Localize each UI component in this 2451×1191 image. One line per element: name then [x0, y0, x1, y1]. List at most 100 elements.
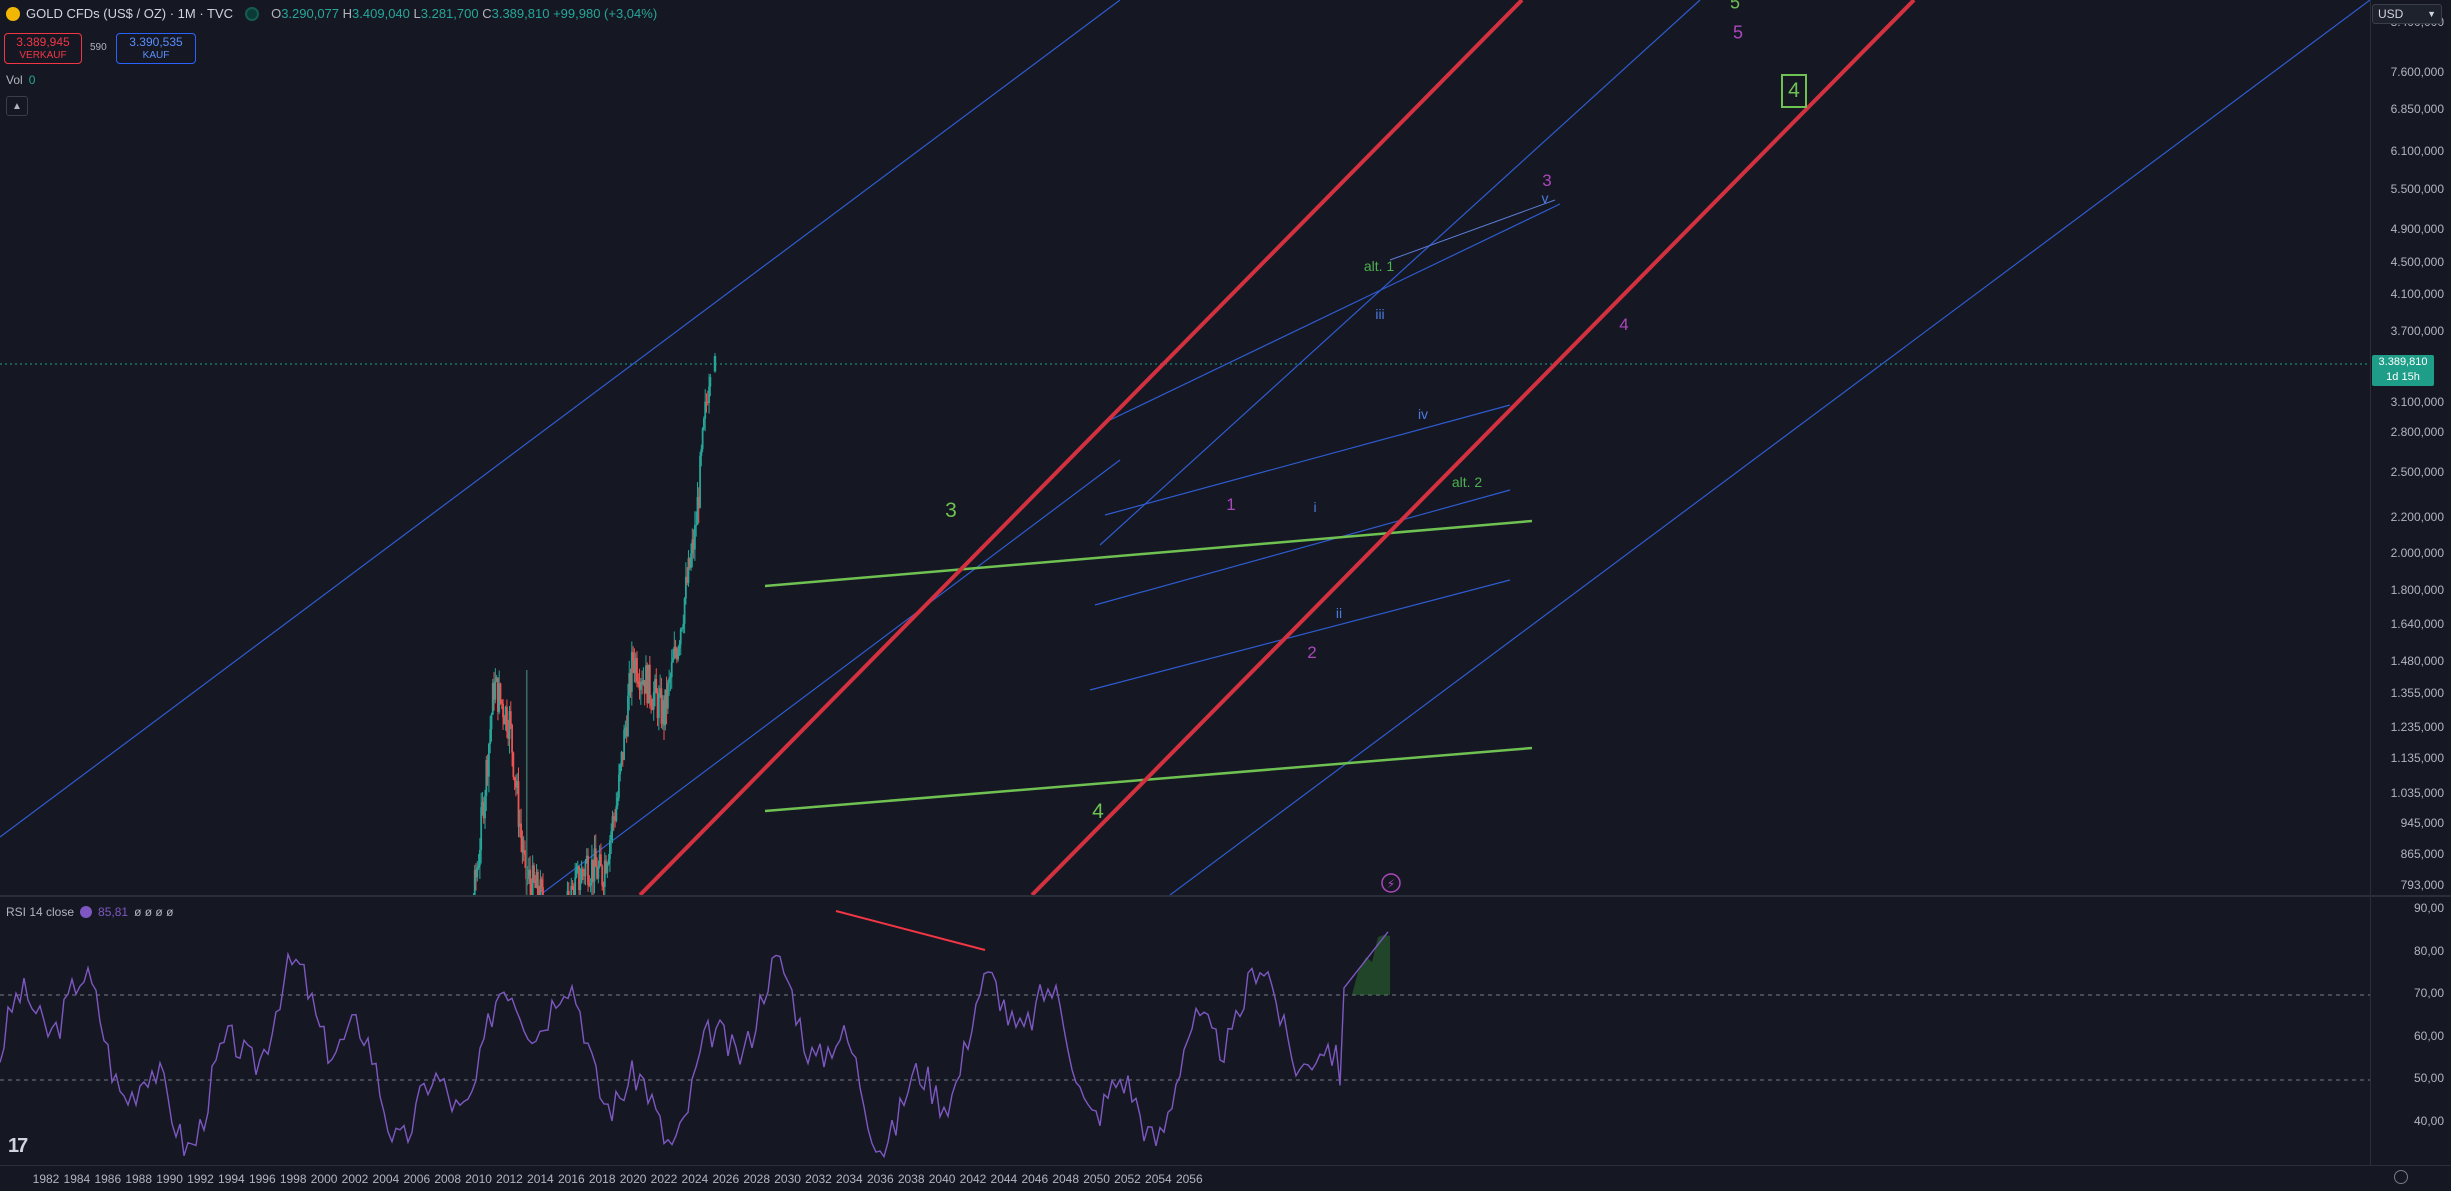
candle-body — [504, 706, 507, 725]
candle-body — [522, 850, 525, 853]
target-line-wave-3[interactable] — [1389, 199, 1556, 261]
price-tick-label: 7.600,000 — [2390, 65, 2444, 79]
blue-trend-line[interactable] — [1094, 489, 1511, 606]
candle-body — [668, 678, 671, 684]
sell-button[interactable]: 3.389,945 VERKAUF — [4, 33, 82, 64]
green-upper-trendline[interactable] — [764, 519, 1533, 588]
blue-trend-line[interactable] — [1109, 203, 1561, 421]
time-tick-label: 1998 — [279, 1172, 307, 1186]
candle-body — [475, 869, 477, 878]
candle-body — [648, 664, 651, 700]
candle-body — [655, 679, 658, 694]
ohlc-values: O3.290,077 H3.409,040 L3.281,700 C3.389,… — [271, 6, 657, 21]
rsi-tick-label: 40,00 — [2413, 1113, 2444, 1128]
time-tick-label: 1982 — [32, 1172, 60, 1186]
candle-body — [695, 524, 698, 526]
lightning-icon[interactable] — [1381, 873, 1401, 893]
volume-legend[interactable]: Vol 0 — [6, 73, 35, 87]
wave-4-box[interactable] — [1781, 74, 1807, 108]
candle-body — [570, 886, 573, 895]
blue-trend-line[interactable] — [539, 459, 1121, 895]
open-key: O — [271, 6, 282, 21]
wave-label-3-purple: 3 — [1542, 171, 1552, 190]
candle-body — [701, 428, 704, 449]
main-chart-pane[interactable]: ⚡ — [0, 0, 2370, 895]
time-tick-label: 2052 — [1114, 1172, 1141, 1186]
candle-body — [637, 681, 640, 684]
time-tick-label: 2014 — [527, 1172, 554, 1186]
red-channel-upper[interactable] — [638, 0, 1524, 895]
red-channel-lower[interactable] — [1030, 0, 1916, 895]
candle-body — [579, 882, 582, 891]
indicator-icon — [80, 906, 93, 918]
time-tick-label: 2018 — [588, 1172, 616, 1186]
time-tick-label: 1984 — [63, 1172, 91, 1186]
symbol-title[interactable]: GOLD CFDs (US$ / OZ) · 1M · TVC — [26, 6, 234, 21]
blue-trend-line[interactable] — [1169, 0, 2370, 895]
candle-body — [498, 683, 501, 712]
candle-body — [516, 781, 519, 788]
wave-label-3-green: 3 — [945, 499, 957, 522]
price-tick-label: 1.135,000 — [2390, 751, 2444, 765]
candle-body — [572, 888, 575, 895]
time-tick-label: 1992 — [187, 1172, 214, 1186]
wave-label-2-purple: 2 — [1307, 643, 1317, 662]
sell-price: 3.389,945 — [16, 35, 70, 49]
rsi-legend[interactable]: RSI 14 close 85,81 ø ø ø ø — [6, 905, 173, 919]
candle-body — [633, 660, 636, 674]
time-axis[interactable]: 1982 1984 1986 1988 1990 1992 1994 1996 1998 2000… — [0, 1165, 2451, 1191]
blue-trend-line[interactable] — [1089, 579, 1511, 691]
rsi-label: RSI 14 close — [6, 905, 75, 919]
price-tick-label: 1.480,000 — [2390, 654, 2444, 668]
time-tick-label: 2040 — [928, 1172, 956, 1186]
candle-body — [683, 598, 686, 624]
candle-body — [647, 664, 650, 704]
wave-label-iii: iii — [1375, 306, 1385, 322]
time-tick-label: 2056 — [1175, 1172, 1203, 1186]
candle-body — [709, 377, 712, 387]
blue-trend-line[interactable] — [1099, 0, 1701, 546]
pane-separator[interactable] — [0, 895, 2451, 897]
candle-body — [576, 866, 579, 870]
candle-body — [540, 879, 543, 888]
price-tick-label: 2.500,000 — [2390, 465, 2444, 479]
candle-body — [597, 866, 600, 879]
candle-body — [583, 872, 586, 877]
candle-body — [672, 657, 674, 663]
candle-body — [651, 706, 654, 710]
candle-body — [491, 683, 494, 715]
wave-label-4-boxed: 4 — [1788, 79, 1800, 102]
rsi-scale[interactable]: 90,00 80,00 70,00 60,00 50,00 40,00 — [2370, 897, 2451, 1165]
candle-body — [621, 751, 624, 760]
candle-body — [619, 764, 622, 775]
rsi-placeholder-values: ø ø ø ø — [134, 905, 174, 919]
candle-body — [587, 855, 589, 885]
market-status-icon[interactable] — [245, 6, 260, 21]
candle-body — [524, 850, 526, 855]
candle-body — [638, 683, 641, 690]
price-tick-label: 945,000 — [2400, 816, 2444, 830]
candle-body — [670, 662, 673, 678]
candle-body — [592, 859, 595, 882]
buy-button[interactable]: 3.390,535 KAUF — [116, 33, 196, 64]
blue-trend-line[interactable] — [1104, 404, 1511, 516]
candle-body — [581, 868, 584, 873]
settings-icon[interactable] — [2394, 1170, 2408, 1184]
price-tick-label: 4.500,000 — [2390, 255, 2444, 269]
price-tick-label: 2.200,000 — [2390, 510, 2444, 524]
blue-trend-line[interactable] — [0, 0, 1121, 838]
price-scale[interactable]: 8.400,0007.600,0006.850,0006.100,0005.50… — [2370, 0, 2451, 895]
candle-body — [681, 628, 683, 630]
rsi-divergence-line[interactable] — [835, 910, 986, 951]
candle-body — [620, 751, 623, 765]
collapse-legend-button[interactable]: ▲ — [6, 96, 28, 116]
candle-body — [687, 558, 690, 583]
candle-body — [609, 839, 611, 860]
candle-body — [533, 865, 535, 880]
rsi-pane[interactable] — [0, 897, 2370, 1165]
candle-body — [499, 683, 502, 701]
currency-selector[interactable]: USD ▼ — [2372, 4, 2442, 24]
candle-body — [575, 869, 578, 878]
tradingview-logo[interactable]: 17 — [8, 1135, 28, 1157]
candle-body — [605, 860, 607, 873]
